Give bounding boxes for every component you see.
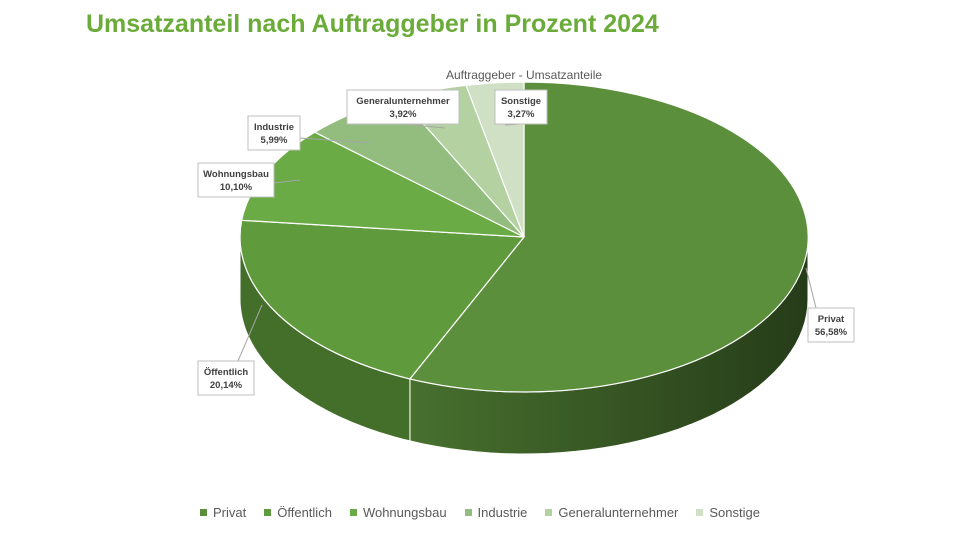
legend-item-wohnungsbau: Wohnungsbau: [349, 505, 447, 520]
chart-title: Auftraggeber - Umsatzanteile: [446, 68, 602, 82]
data-label-sonstige: Sonstige 3,27%: [494, 89, 548, 126]
legend-label: Privat: [213, 505, 247, 520]
data-label-name: Wohnungsbau: [203, 169, 269, 180]
data-label-wohnungsbau: Wohnungsbau 10,10%: [197, 162, 301, 198]
data-label-value: 56,58%: [815, 327, 848, 338]
data-label-value: 10,10%: [220, 182, 253, 193]
data-label-generalunternehmer: Generalunternehmer 3,92%: [346, 89, 460, 129]
data-label-name: Privat: [818, 314, 845, 325]
legend-label: Generalunternehmer: [558, 505, 679, 520]
legend-label: Industrie: [477, 505, 528, 520]
legend-label: Wohnungsbau: [362, 505, 447, 520]
pie-slice-öffentlich: [239, 219, 526, 380]
legend-swatch: [200, 509, 208, 516]
chart-legend: Privat Öffentlich Wohnungsbau Industrie Gene…: [0, 505, 960, 520]
data-label-value: 3,92%: [390, 109, 417, 120]
data-label-name: Sonstige: [501, 96, 541, 107]
legend-label: Öffentlich: [277, 505, 332, 520]
legend-swatch: [696, 509, 704, 516]
legend-swatch: [349, 509, 357, 516]
legend-item-öffentlich: Öffentlich: [264, 505, 332, 520]
slide-title: Umsatzanteil nach Auftraggeber in Prozen…: [86, 10, 659, 38]
legend-item-privat: Privat: [200, 505, 246, 520]
data-label-name: Öffentlich: [204, 367, 249, 378]
legend-label: Sonstige: [709, 505, 760, 520]
legend-item-generalunternehmer: Generalunternehmer: [545, 505, 678, 520]
data-label-value: 5,99%: [261, 135, 288, 146]
data-label-privat: Privat 56,58%: [805, 267, 855, 343]
legend-item-industrie: Industrie: [464, 505, 528, 520]
data-label-value: 3,27%: [508, 109, 535, 120]
pie-slice-privat: [408, 81, 809, 393]
data-label-name: Industrie: [254, 122, 294, 133]
data-label-industrie: Industrie 5,99%: [247, 115, 371, 151]
legend-swatch: [464, 509, 472, 516]
legend-swatch: [264, 509, 272, 516]
data-label-öffentlich: Öffentlich 20,14%: [197, 304, 263, 396]
legend-item-sonstige: Sonstige: [696, 505, 760, 520]
legend-swatch: [545, 509, 553, 516]
data-label-name: Generalunternehmer: [356, 96, 450, 107]
data-label-value: 20,14%: [210, 380, 243, 391]
